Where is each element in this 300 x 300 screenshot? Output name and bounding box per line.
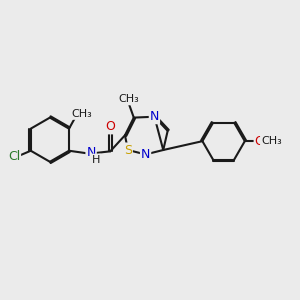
Text: CH₃: CH₃ bbox=[261, 136, 282, 146]
Text: S: S bbox=[124, 143, 132, 157]
Text: O: O bbox=[105, 120, 115, 134]
Text: N: N bbox=[86, 146, 96, 159]
Text: CH₃: CH₃ bbox=[118, 94, 139, 104]
Text: Cl: Cl bbox=[8, 150, 20, 163]
Text: N: N bbox=[150, 110, 159, 123]
Text: H: H bbox=[92, 154, 100, 165]
Text: CH₃: CH₃ bbox=[71, 109, 92, 119]
Text: N: N bbox=[141, 148, 150, 161]
Text: O: O bbox=[255, 135, 265, 148]
